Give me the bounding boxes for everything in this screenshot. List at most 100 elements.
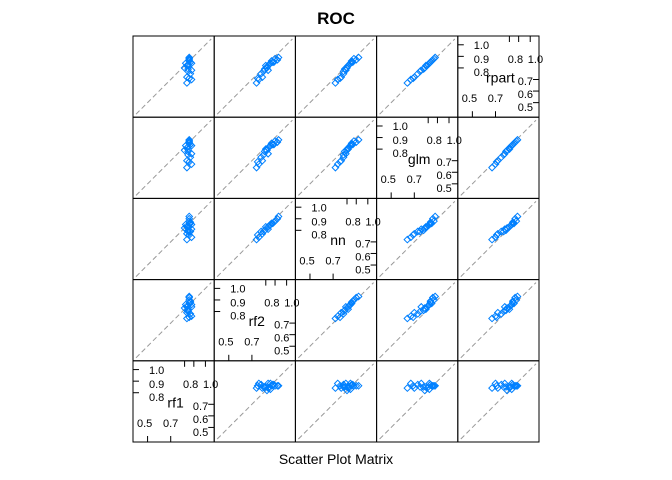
tick-label: 0.5 [274, 346, 289, 358]
data-point [428, 55, 437, 64]
data-point [488, 235, 496, 244]
data-point [403, 235, 412, 244]
data-point [253, 74, 262, 83]
data-point [500, 379, 509, 388]
data-point [339, 153, 348, 162]
reference-line [298, 119, 374, 196]
data-point [266, 59, 275, 68]
data-point [273, 381, 282, 390]
reference-line [135, 201, 212, 277]
tick-label: 0.5 [137, 418, 152, 430]
data-point [499, 382, 508, 391]
data-point [403, 314, 412, 323]
data-point [184, 67, 193, 76]
data-point [503, 146, 512, 155]
data-point [266, 220, 275, 229]
data-point [497, 153, 506, 162]
data-point [409, 313, 418, 322]
reference-line [298, 363, 374, 440]
data-point [185, 157, 194, 166]
data-point [510, 139, 518, 148]
x-axis-label: Scatter Plot Matrix [279, 451, 393, 467]
data-point [499, 150, 508, 159]
tick-label: 0.5 [355, 264, 370, 276]
tick-label: 0.7 [518, 76, 533, 88]
data-point [341, 302, 350, 311]
data-point [497, 309, 506, 318]
data-point [505, 302, 514, 311]
data-point [274, 135, 283, 144]
tick-label: 0.7 [407, 174, 422, 186]
data-point [508, 297, 517, 306]
tick-label: 1.0 [447, 135, 462, 147]
data-point [257, 153, 266, 162]
data-point [512, 137, 521, 145]
data-point [269, 218, 278, 227]
tick-label: 1.0 [365, 216, 380, 228]
data-point [511, 138, 520, 147]
data-point [185, 293, 194, 302]
tick-label: 0.5 [299, 255, 314, 267]
tick-label: 0.7 [274, 320, 289, 332]
data-point [344, 305, 353, 314]
data-point [423, 302, 431, 311]
data-point [403, 79, 412, 87]
data-point [336, 74, 345, 83]
tick-label: 1.0 [284, 298, 299, 310]
data-point [331, 163, 340, 172]
reference-line [460, 282, 537, 359]
variable-name-nn: nn [330, 232, 346, 248]
data-point [346, 300, 355, 309]
data-point [507, 141, 516, 150]
tick-label: 0.9 [311, 216, 326, 228]
tick-label: 0.7 [325, 255, 340, 267]
data-point [501, 382, 510, 391]
tick-label: 0.7 [163, 418, 178, 430]
data-point [339, 67, 348, 76]
data-point [261, 222, 270, 231]
tick-label: 1.0 [311, 202, 326, 214]
data-point [182, 163, 191, 172]
tick-label: 1.0 [230, 284, 245, 296]
data-point [184, 306, 193, 315]
tick-label: 0.9 [149, 379, 164, 391]
data-point [269, 380, 278, 389]
tick-label: 0.5 [381, 174, 396, 186]
data-point [352, 381, 361, 390]
data-point [406, 379, 415, 388]
reference-line [216, 38, 293, 115]
tick-label: 0.7 [193, 401, 208, 413]
reference-line [216, 201, 293, 277]
tick-label: 0.7 [437, 157, 452, 169]
data-point [333, 160, 342, 169]
tick-label: 0.5 [518, 102, 533, 114]
reference-line [379, 38, 456, 115]
tick-label: 0.8 [508, 54, 523, 66]
data-point [423, 61, 431, 70]
data-point [420, 63, 429, 72]
data-point [505, 222, 514, 231]
tick-label: 0.8 [311, 229, 326, 241]
tick-label: 0.6 [355, 251, 370, 263]
reference-line [216, 119, 293, 196]
data-point [507, 300, 516, 309]
tick-label: 0.9 [474, 54, 489, 66]
variable-name-rpart: rpart [486, 70, 515, 86]
data-point [187, 141, 196, 150]
tick-label: 0.8 [230, 311, 245, 323]
data-point [264, 61, 273, 70]
reference-line [298, 38, 374, 115]
reference-line [135, 38, 212, 115]
data-point [346, 141, 355, 150]
data-point [507, 379, 516, 388]
data-point [499, 307, 508, 316]
data-point [513, 135, 522, 144]
data-point [185, 230, 194, 239]
data-point [185, 74, 194, 83]
tick-label: 0.9 [230, 298, 245, 310]
data-point [416, 227, 425, 236]
data-point [505, 144, 514, 152]
data-point [185, 212, 194, 221]
data-point [427, 57, 436, 65]
reference-line [460, 363, 537, 440]
